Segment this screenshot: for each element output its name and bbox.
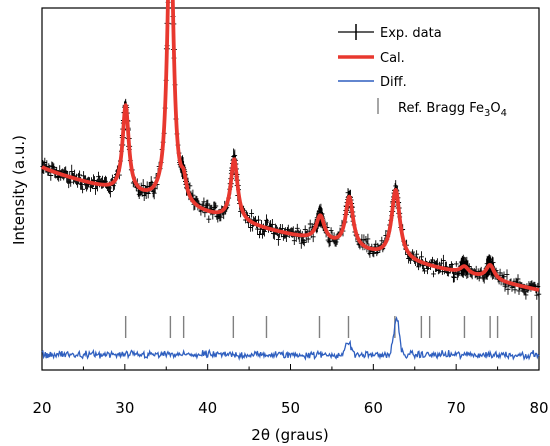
legend-bragg-label: Ref. Bragg Fe3O4	[398, 101, 507, 119]
x-tick-label: 70	[447, 399, 466, 417]
y-axis-title: Intensity (a.u.)	[10, 135, 28, 245]
exp-data-marks	[40, 0, 542, 300]
x-axis-title: 2θ (graus)	[251, 426, 328, 444]
x-axis: 20 30 40 50 60 70 80	[32, 364, 549, 417]
x-tick-label: 60	[364, 399, 383, 417]
legend-item-bragg: Ref. Bragg Fe3O4	[377, 98, 507, 119]
legend-cal-label: Cal.	[380, 51, 405, 66]
legend-exp-label: Exp. data	[380, 26, 442, 41]
legend-item-cal: Cal.	[338, 51, 405, 66]
diff-line	[41, 315, 540, 362]
legend-item-exp: Exp. data	[338, 24, 442, 41]
bragg-ticks	[124, 316, 533, 338]
x-tick-label: 20	[32, 399, 51, 417]
exp-data-series	[40, 0, 542, 300]
x-tick-label: 80	[529, 399, 548, 417]
cal-line	[40, 0, 541, 292]
legend: Exp. data Cal. Diff. Ref. Bragg Fe3O4	[338, 24, 507, 119]
x-tick-label: 40	[198, 399, 217, 417]
plot-frame	[41, 7, 540, 371]
diff-series	[41, 315, 540, 362]
x-tick-label: 50	[281, 399, 300, 417]
cal-series	[40, 0, 541, 292]
legend-item-diff: Diff.	[338, 75, 407, 90]
legend-diff-label: Diff.	[380, 75, 407, 90]
plot-area	[40, 0, 542, 371]
x-tick-label: 30	[115, 399, 134, 417]
